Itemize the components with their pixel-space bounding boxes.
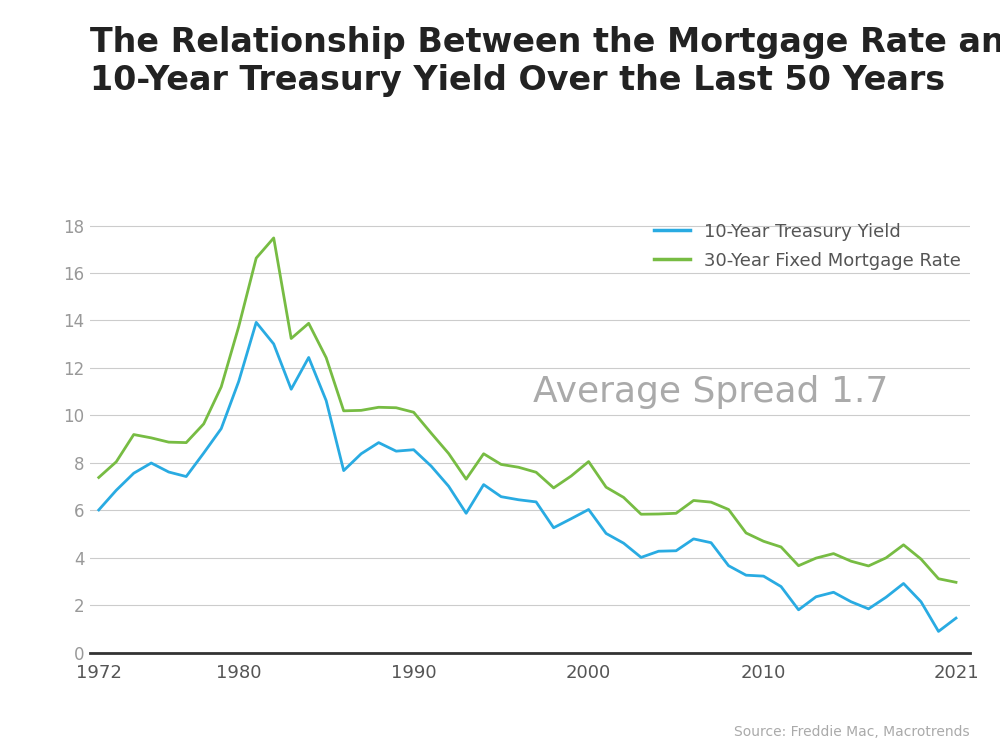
Text: Source: Freddie Mac, Macrotrends: Source: Freddie Mac, Macrotrends	[734, 724, 970, 739]
Legend: 10-Year Treasury Yield, 30-Year Fixed Mortgage Rate: 10-Year Treasury Yield, 30-Year Fixed Mo…	[654, 223, 961, 270]
Text: The Relationship Between the Mortgage Rate and the: The Relationship Between the Mortgage Ra…	[90, 26, 1000, 59]
Text: 10-Year Treasury Yield Over the Last 50 Years: 10-Year Treasury Yield Over the Last 50 …	[90, 64, 945, 97]
Text: Average Spread 1.7: Average Spread 1.7	[533, 374, 889, 409]
